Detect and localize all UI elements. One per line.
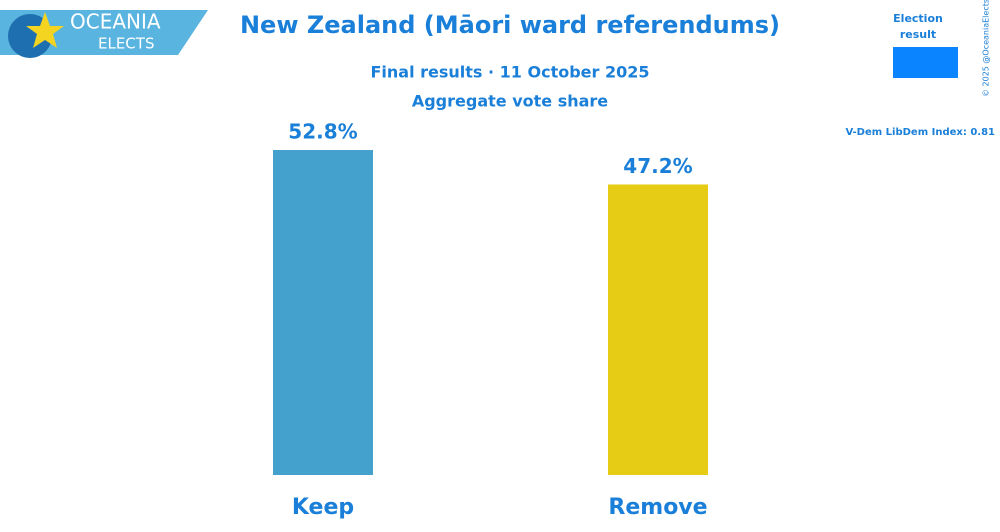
note: V-Dem LibDem Index: 0.81	[846, 127, 996, 138]
value-label: 47.2%	[623, 154, 692, 178]
legend-label: Election result	[893, 12, 943, 41]
legend-label-box: Election result	[893, 12, 943, 41]
credit: © 2025 @OceaniaElects	[982, 0, 991, 97]
logo-text: ELECTS	[98, 35, 154, 53]
legend-swatch	[893, 47, 958, 78]
logo-star	[26, 12, 64, 48]
value-label: 52.8%	[288, 120, 357, 144]
logo-text: OCEANIA	[70, 10, 161, 34]
logo: OCEANIA ELECTS	[0, 10, 208, 58]
x-tick-label: Remove	[608, 495, 707, 520]
x-tick-label: Keep	[292, 495, 354, 520]
chart-title: New Zealand (Māori ward referendums)	[240, 11, 780, 39]
bar	[273, 150, 373, 475]
chart-subtitle: Final results · 11 October 2025	[370, 63, 649, 82]
bar	[608, 184, 708, 475]
chart-subtitle: Aggregate vote share	[412, 92, 608, 111]
